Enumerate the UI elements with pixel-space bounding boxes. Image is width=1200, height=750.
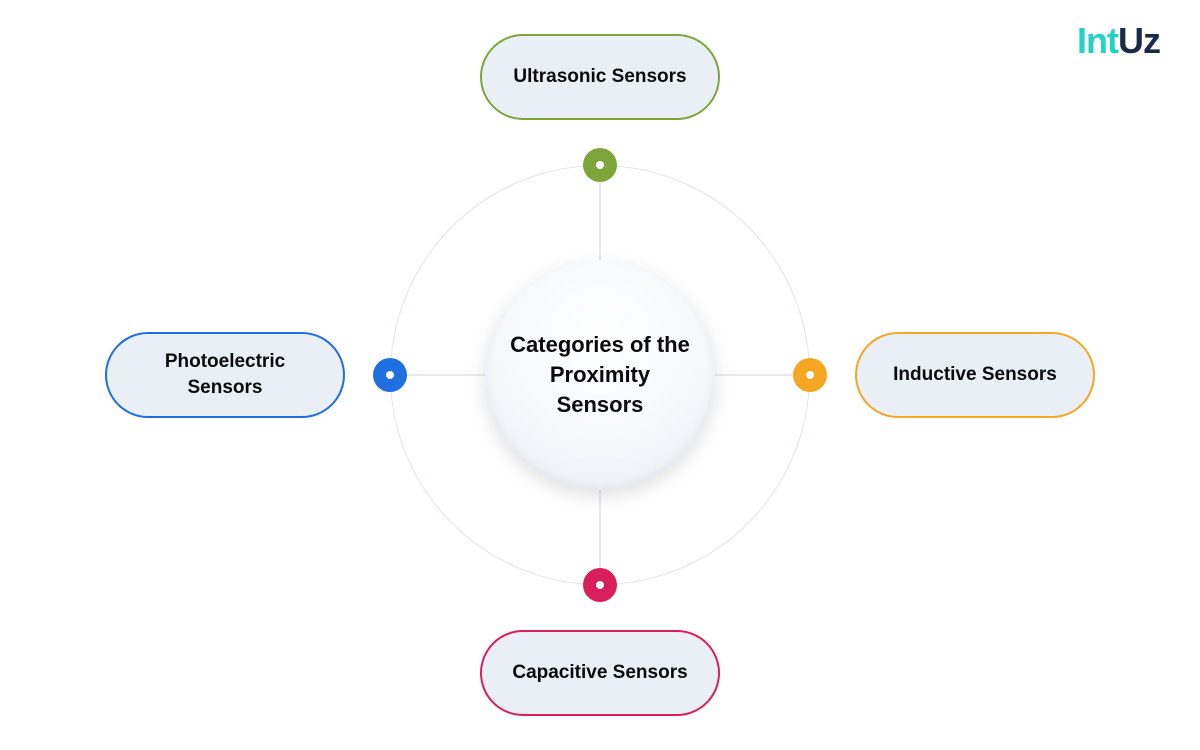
proximity-sensor-diagram: Categories of the Proximity Sensors Ultr… [150, 25, 1050, 725]
dot-right [793, 358, 827, 392]
pill-bottom: Capacitive Sensors [480, 630, 720, 716]
pill-right-label: Inductive Sensors [893, 362, 1057, 388]
brand-logo: IntUz [1077, 20, 1160, 62]
pill-right: Inductive Sensors [855, 332, 1095, 418]
dot-left [373, 358, 407, 392]
pill-left: Photoelectric Sensors [105, 332, 345, 418]
pill-top-label: Ultrasonic Sensors [513, 64, 686, 90]
pill-left-label: Photoelectric Sensors [135, 349, 315, 400]
pill-top: Ultrasonic Sensors [480, 34, 720, 120]
pill-bottom-label: Capacitive Sensors [512, 660, 687, 686]
center-title: Categories of the Proximity Sensors [505, 330, 695, 419]
center-hub: Categories of the Proximity Sensors [485, 260, 715, 490]
dot-top [583, 148, 617, 182]
dot-bottom [583, 568, 617, 602]
